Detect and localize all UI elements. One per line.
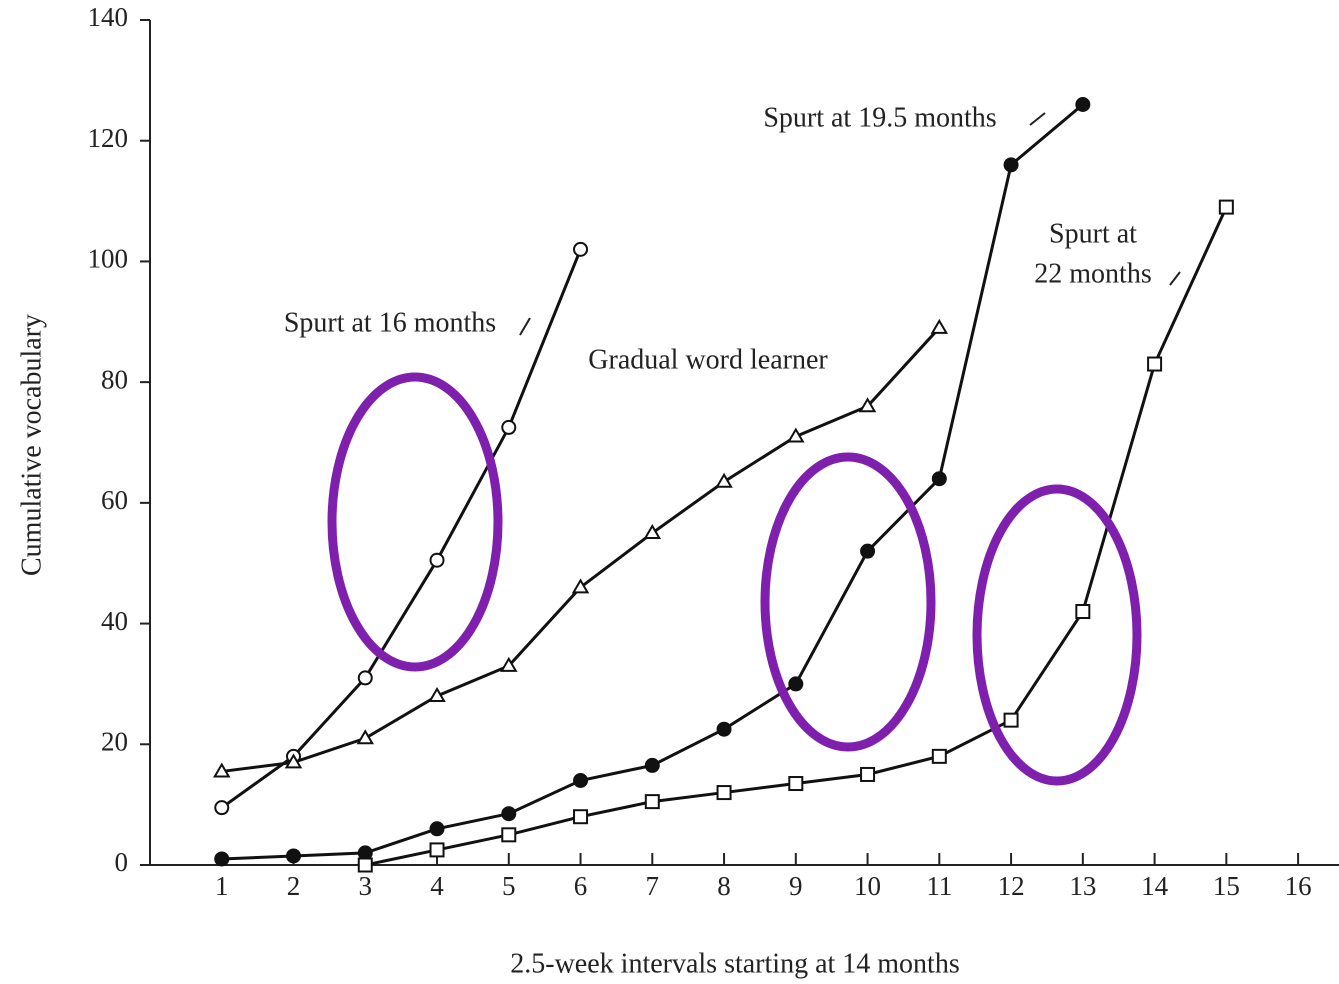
x-tick-label: 2: [287, 871, 301, 901]
point: [715, 472, 733, 488]
x-tick-label: 9: [789, 871, 803, 901]
series-line: [221, 103, 1084, 861]
point: [716, 721, 732, 737]
point: [214, 851, 230, 867]
leader-line: [1029, 112, 1046, 126]
x-tick-label: 6: [574, 871, 588, 901]
point: [1147, 356, 1163, 372]
point: [860, 543, 876, 559]
point: [643, 524, 662, 540]
annotation: Spurt at 19.5 months: [763, 102, 996, 133]
point: [501, 827, 517, 843]
x-tick-label: 8: [717, 871, 731, 901]
y-tick-label: 20: [101, 726, 128, 756]
point: [787, 427, 805, 443]
point: [788, 776, 804, 792]
point: [644, 757, 660, 773]
annotation: Spurt at: [1049, 218, 1137, 249]
point: [930, 318, 949, 334]
y-tick-label: 60: [101, 485, 128, 515]
x-tick-label: 10: [854, 871, 881, 901]
point: [286, 848, 302, 864]
point: [1003, 157, 1019, 173]
y-tick-label: 80: [101, 364, 128, 394]
x-tick-label: 13: [1069, 871, 1096, 901]
point: [860, 766, 876, 782]
point: [1075, 97, 1091, 112]
y-tick-label: 40: [101, 606, 128, 636]
point: [428, 687, 446, 702]
leader-line: [1169, 271, 1181, 286]
highlight-ellipse: [327, 372, 503, 672]
annotation: Spurt at 16 months: [284, 307, 496, 338]
y-tick-label: 0: [115, 847, 129, 877]
point: [500, 656, 518, 672]
point: [573, 773, 589, 788]
y-tick-label: 140: [88, 2, 129, 32]
highlight-ellipse: [972, 484, 1142, 786]
point: [573, 809, 589, 825]
highlights: [327, 372, 1142, 786]
point: [357, 857, 373, 873]
x-tick-label: 12: [998, 871, 1025, 901]
x-tick-label: 5: [502, 871, 516, 901]
point: [214, 800, 230, 816]
point: [573, 241, 589, 257]
point: [1218, 199, 1234, 215]
x-tick-label: 4: [430, 871, 444, 901]
x-tick-label: 7: [646, 871, 660, 901]
point: [931, 748, 947, 764]
leader-lines: [519, 112, 1181, 336]
point: [1075, 604, 1091, 619]
point: [356, 729, 375, 745]
x-tick-label: 1: [215, 871, 229, 901]
x-tick-label: 16: [1285, 871, 1312, 901]
point: [1003, 712, 1019, 728]
y-axis-title: Cumulative vocabulary: [16, 314, 47, 576]
point: [644, 794, 660, 810]
point: [788, 676, 804, 692]
point: [716, 785, 732, 801]
x-tick-label: 14: [1141, 871, 1169, 901]
annotation: 22 months: [1034, 258, 1151, 289]
point: [213, 762, 231, 778]
y-tick-label: 100: [88, 244, 129, 274]
point: [429, 842, 445, 858]
point: [357, 670, 373, 686]
point: [357, 845, 373, 861]
point: [284, 753, 303, 769]
annotation: Gradual word learner: [588, 344, 828, 375]
point: [429, 821, 445, 837]
highlight-ellipse: [760, 452, 936, 752]
x-tick-label: 11: [926, 871, 952, 901]
point: [571, 578, 590, 594]
point: [858, 397, 877, 413]
x-axis-title: 2.5-week intervals starting at 14 months: [510, 948, 959, 979]
point: [429, 552, 445, 568]
point: [501, 419, 517, 435]
leader-line: [519, 317, 531, 336]
point: [501, 806, 517, 822]
x-tick-label: 3: [359, 871, 373, 901]
x-tick-label: 15: [1213, 871, 1240, 901]
y-tick-label: 120: [88, 123, 129, 153]
point: [931, 471, 947, 487]
